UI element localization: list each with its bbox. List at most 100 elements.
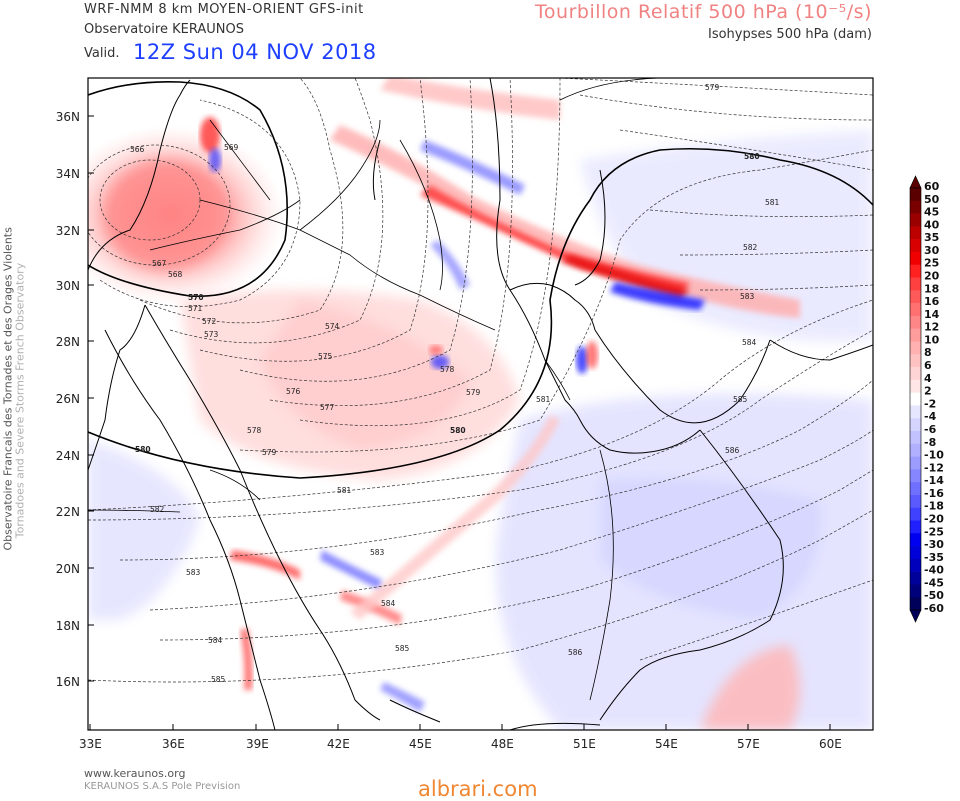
lat-label: 22N (56, 505, 80, 519)
colorbar-label: -20 (924, 512, 944, 525)
lon-label: 51E (573, 737, 596, 751)
vorticity-shading (88, 78, 873, 730)
colorbar-label: 16 (924, 295, 940, 308)
lat-label: 34N (56, 167, 80, 181)
contour-label: 579 (466, 388, 481, 397)
colorbar-swatch (910, 520, 921, 534)
contour-label: 584 (381, 599, 396, 608)
colorbar-swatch (910, 213, 921, 227)
website-link[interactable]: www.keraunos.org (84, 767, 186, 780)
contour-label: 581 (765, 198, 780, 207)
map-frame (87, 77, 874, 731)
colorbar-label: 20 (924, 270, 940, 283)
organization-name: Observatoire KERAUNOS (84, 22, 244, 37)
colorbar-swatch (910, 443, 921, 457)
contour-label: 568 (168, 270, 183, 279)
colorbar: 605045403530252018161412108642-2-4-6-8-1… (909, 175, 944, 623)
colorbar-swatch (910, 341, 921, 355)
colorbar-label: 60 (924, 180, 940, 193)
contour-label: 576 (286, 387, 301, 396)
colorbar-swatch (910, 239, 921, 253)
contour-label: 583 (186, 568, 201, 577)
valid-label: Valid. (84, 46, 120, 61)
company-name: KERAUNOS S.A.S Pole Prevision (84, 781, 241, 792)
latitude-labels: 36N 34N 32N 30N 28N 26N 24N 22N 20N 18N … (56, 110, 80, 689)
colorbar-label: -50 (924, 589, 944, 602)
colorbar-label: -30 (924, 538, 944, 551)
lon-label: 36E (162, 737, 185, 751)
colorbar-label: 10 (924, 333, 940, 346)
contour-label: 569 (224, 143, 239, 152)
colorbar-swatch (910, 584, 921, 598)
contour-label: 571 (188, 304, 203, 313)
watermark: albrari.com (418, 777, 538, 801)
colorbar-swatch (910, 533, 921, 547)
lon-label: 33E (79, 737, 102, 751)
lon-label: 45E (409, 737, 432, 751)
colorbar-label: 18 (924, 282, 939, 295)
contour-label: 583 (740, 292, 755, 301)
colorbar-swatch (910, 251, 921, 266)
colorbar-label: -40 (924, 564, 944, 577)
contour-label: 579 (262, 448, 277, 457)
contour-label: 580 (450, 426, 466, 435)
lat-label: 30N (56, 279, 80, 293)
colorbar-label: -6 (924, 423, 937, 436)
contour-label: 570 (188, 293, 204, 302)
contour-label: 586 (568, 648, 583, 657)
colorbar-label: -35 (924, 551, 944, 564)
colorbar-swatch (910, 200, 921, 214)
contour-label: 574 (325, 322, 340, 331)
contour-label: 584 (742, 338, 757, 347)
colorbar-swatch (910, 264, 921, 278)
colorbar-label: 25 (924, 257, 939, 270)
colorbar-swatch (910, 430, 921, 445)
colorbar-swatch (910, 354, 921, 368)
colorbar-swatch (910, 277, 921, 291)
lat-label: 32N (56, 224, 80, 238)
colorbar-label: -60 (924, 602, 944, 615)
colorbar-swatch (910, 482, 921, 496)
isohypse-bold-lines (88, 80, 873, 479)
lat-label: 24N (56, 449, 80, 463)
contour-label: 582 (150, 505, 165, 514)
lat-label: 16N (56, 675, 80, 689)
contour-label: 567 (152, 259, 167, 268)
colorbar-label: -10 (924, 449, 944, 462)
colorbar-swatch (910, 418, 921, 432)
colorbar-label: 30 (924, 244, 940, 257)
lon-label: 42E (327, 737, 350, 751)
colorbar-label: -16 (924, 487, 944, 500)
contour-labels: 566 567 568 569 570 571 572 573 574 575 … (130, 83, 780, 684)
contour-label: 585 (395, 644, 410, 653)
colorbar-swatch (910, 558, 921, 572)
colorbar-swatch (910, 494, 921, 508)
colorbar-swatch (910, 303, 921, 317)
colorbar-label: -12 (924, 461, 944, 474)
colorbar-label: -14 (924, 474, 944, 487)
colorbar-label: 12 (924, 321, 939, 334)
contour-label: 583 (370, 548, 385, 557)
colorbar-label: 2 (924, 385, 932, 398)
lat-label: 18N (56, 619, 80, 633)
colorbar-swatch (910, 597, 921, 611)
colorbar-swatch (910, 456, 921, 470)
colorbar-swatch (910, 226, 921, 240)
colorbar-top-arrow (909, 175, 922, 189)
colorbar-label: 4 (924, 372, 932, 385)
colorbar-swatch (910, 507, 921, 521)
colorbar-bottom-arrow (909, 609, 922, 623)
contour-label: 579 (705, 83, 720, 92)
lat-label: 26N (56, 392, 80, 406)
colorbar-swatch (910, 315, 921, 329)
lon-label: 54E (655, 737, 678, 751)
lat-label: 28N (56, 335, 80, 349)
model-title: WRF-NMM 8 km MOYEN-ORIENT GFS-init (84, 2, 364, 17)
colorbar-label: 6 (924, 359, 932, 372)
contour-label: 573 (204, 330, 219, 339)
lon-label: 48E (491, 737, 514, 751)
contour-label: 584 (208, 636, 223, 645)
contour-label: 578 (247, 426, 262, 435)
coastlines (88, 78, 873, 730)
lat-label: 20N (56, 562, 80, 576)
